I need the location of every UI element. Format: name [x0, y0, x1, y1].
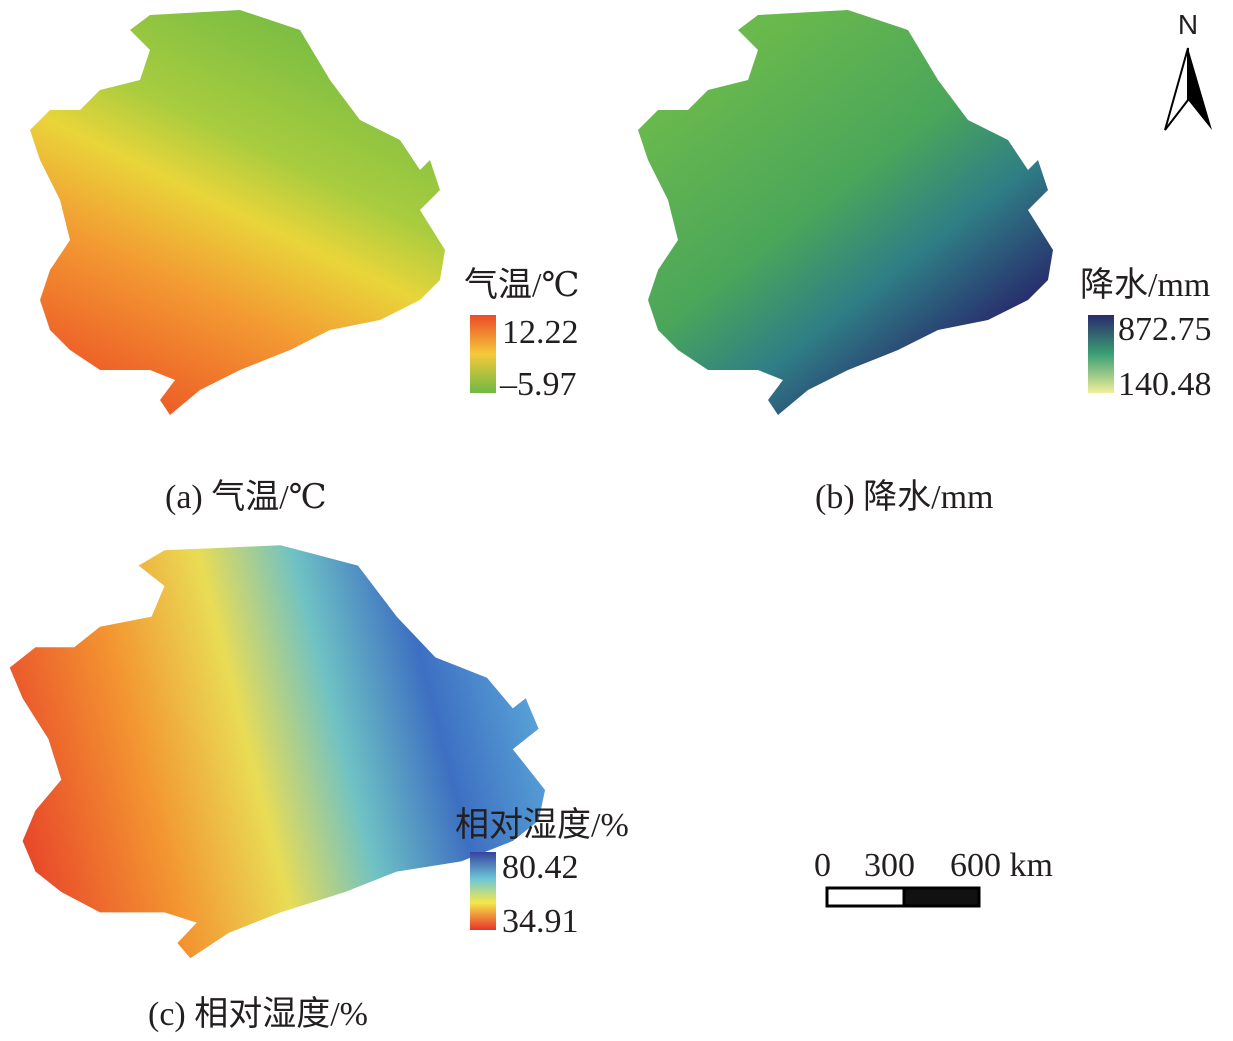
legend-min: 140.48 — [1118, 366, 1212, 403]
map-temperature — [30, 10, 445, 415]
legend-bar — [470, 852, 496, 930]
scale-bar — [825, 886, 906, 908]
legend-title: 气温/℃ — [464, 266, 579, 304]
legend-max: 872.75 — [1118, 311, 1212, 348]
north-arrow — [1188, 48, 1212, 130]
caption: (b) 降水/mm — [815, 478, 993, 516]
legend-max: 80.42 — [502, 849, 579, 886]
legend-bar — [470, 315, 496, 393]
map-humidity — [9, 545, 546, 959]
legend-max: 12.22 — [502, 314, 579, 351]
scale-bar — [902, 886, 981, 908]
map-precipitation — [638, 10, 1053, 415]
legend-bar — [1088, 315, 1114, 393]
legend-title: 降水/mm — [1080, 266, 1210, 304]
scale-label: 0 — [814, 847, 831, 884]
north-arrow — [1164, 47, 1189, 131]
north-label: N — [1178, 9, 1198, 40]
scale-label: 300 — [864, 847, 915, 884]
caption: (c) 相对湿度/% — [148, 995, 368, 1033]
legend-title: 相对湿度/% — [455, 806, 629, 844]
scale-label: 600 km — [950, 847, 1053, 884]
caption: (a) 气温/℃ — [165, 478, 327, 516]
legend-min: 34.91 — [502, 903, 579, 940]
legend-min: –5.97 — [499, 366, 577, 403]
